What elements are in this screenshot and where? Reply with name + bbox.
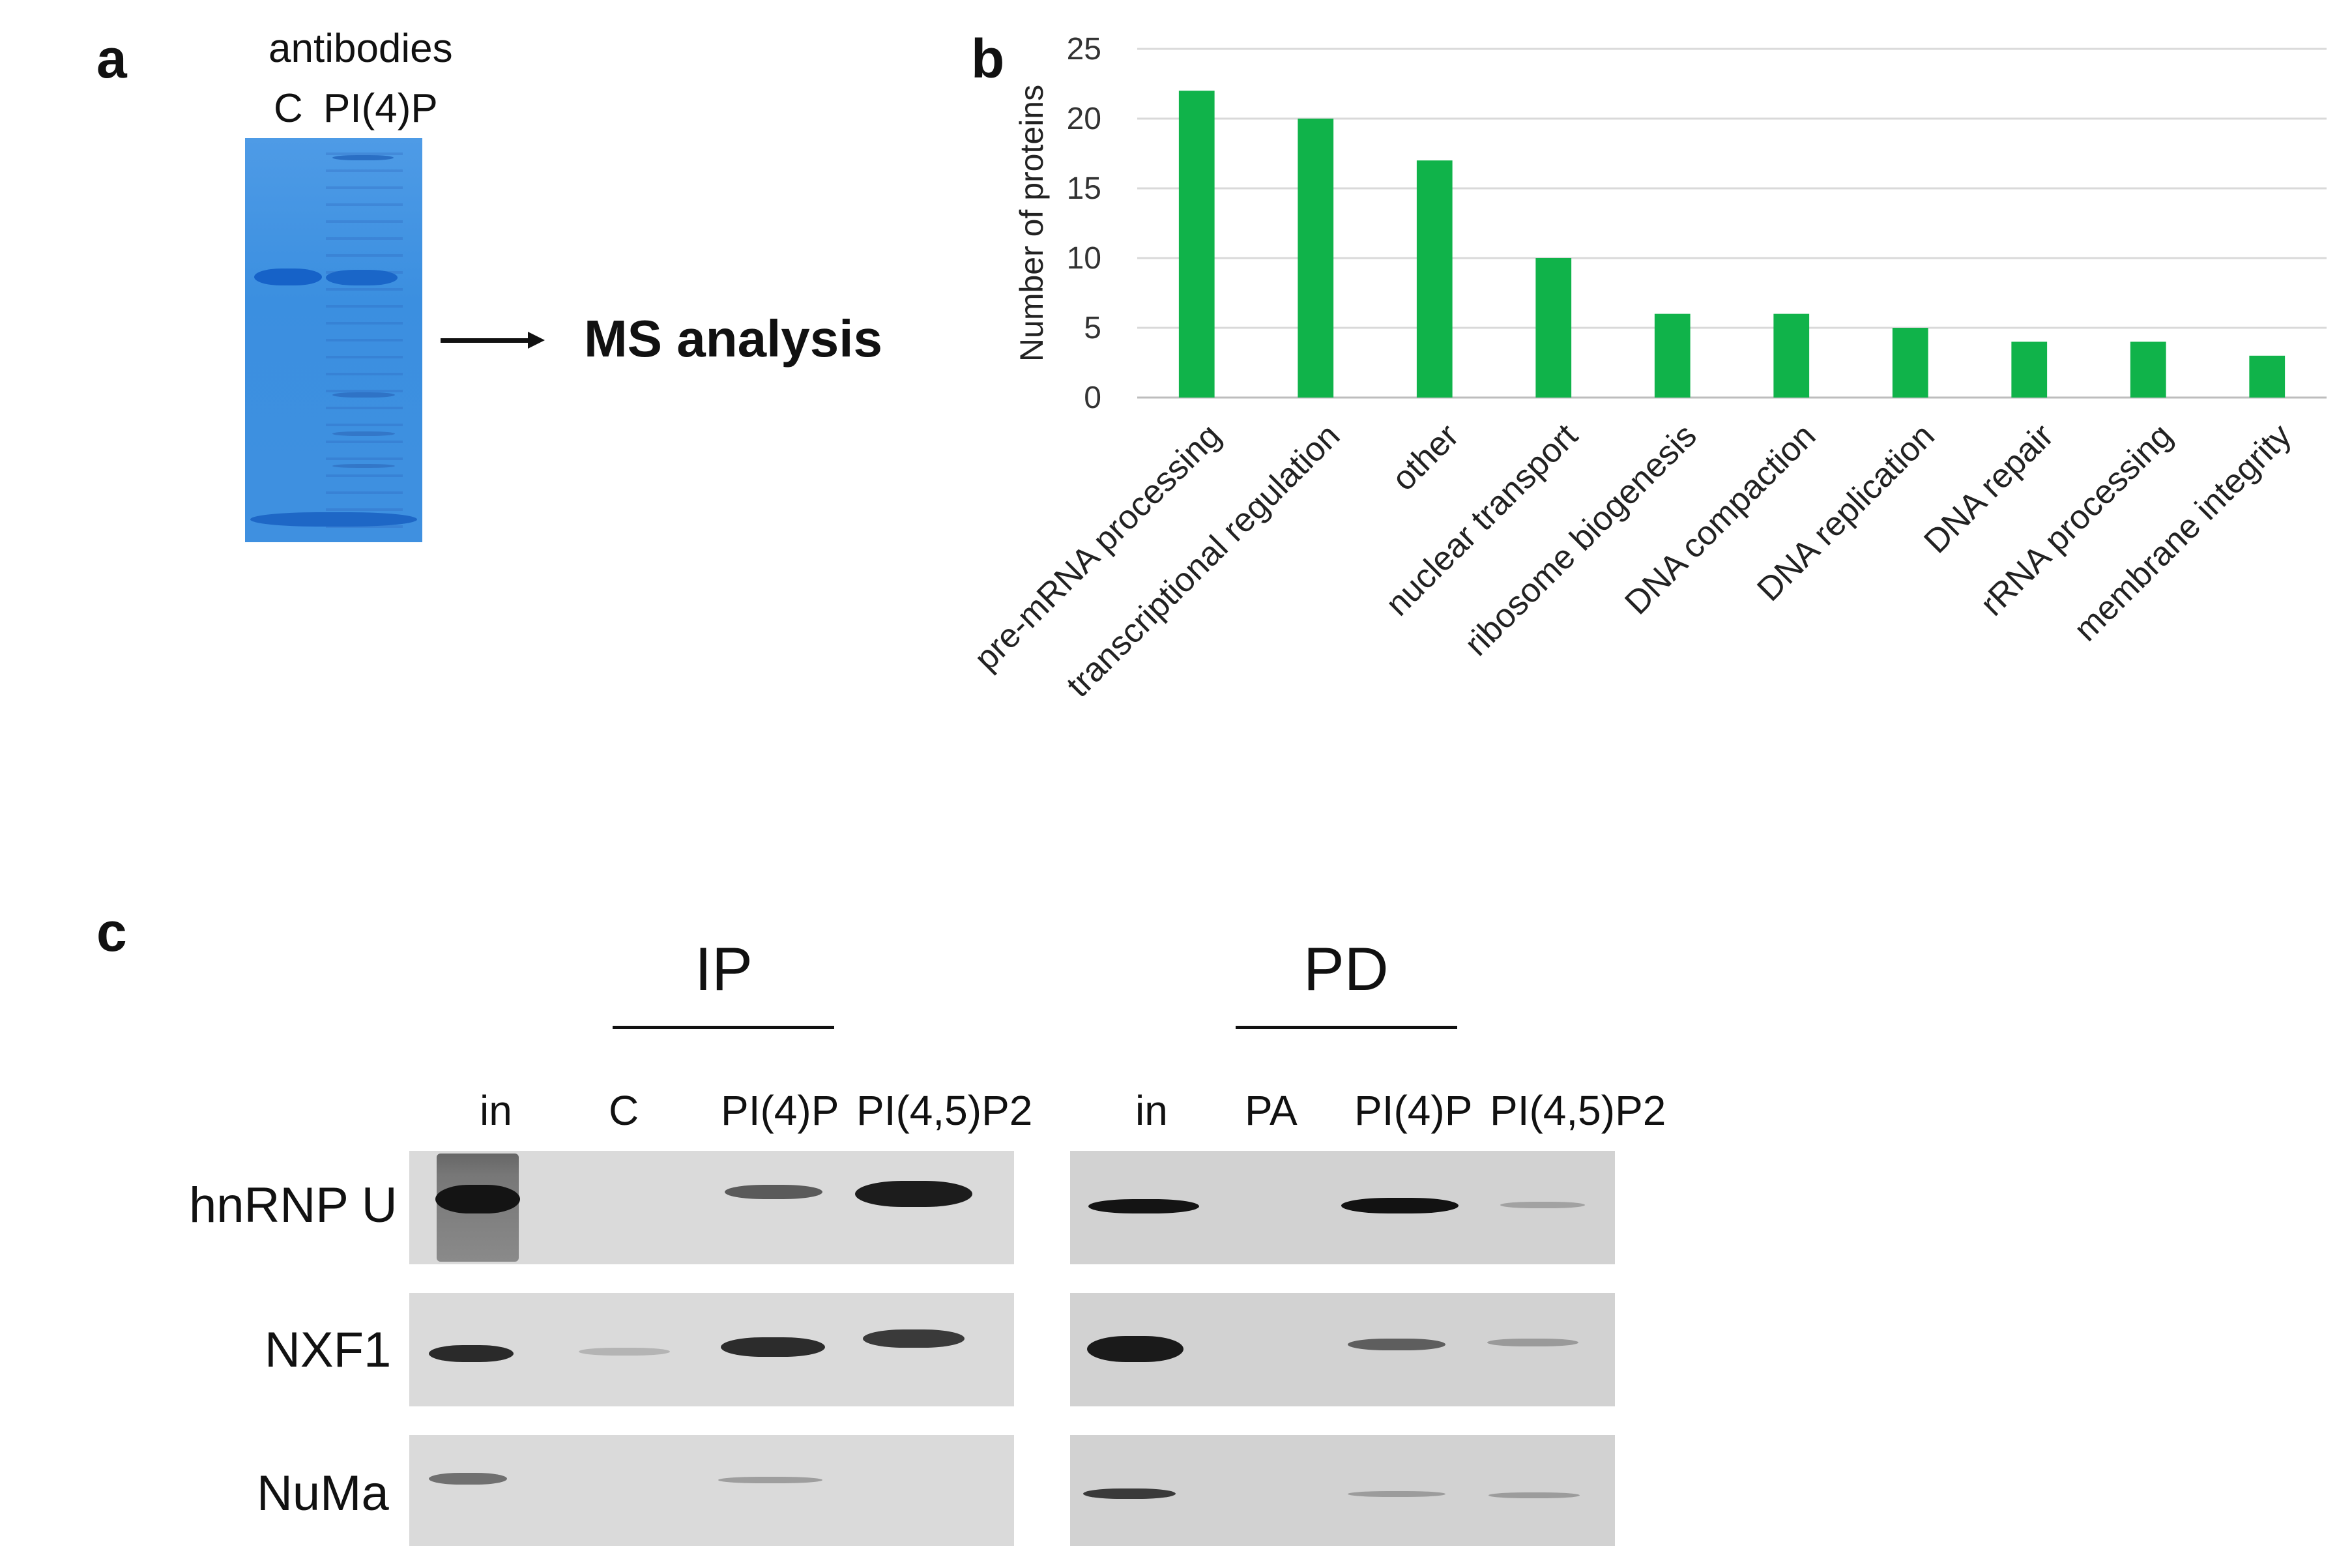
blot-band xyxy=(429,1473,507,1485)
blot-band xyxy=(579,1348,670,1356)
row-label-nxf1: NXF1 xyxy=(265,1322,392,1378)
y-tick-label: 20 xyxy=(1067,102,1101,136)
gel-band-main-c xyxy=(254,269,322,285)
row-label-numa: NuMa xyxy=(257,1466,389,1521)
blot-band xyxy=(429,1345,514,1362)
blot-pd-hnrnpu xyxy=(1070,1151,1615,1264)
blot-band xyxy=(718,1477,822,1483)
blot-band xyxy=(863,1329,965,1348)
x-tick-label: membrane integrity xyxy=(2067,416,2299,648)
panel-b-letter: b xyxy=(971,28,1005,89)
blot-band xyxy=(725,1185,822,1199)
blot-band xyxy=(855,1181,972,1207)
gel-band xyxy=(332,431,395,436)
bar xyxy=(1298,119,1334,398)
pd-lane-in: in xyxy=(1135,1087,1168,1134)
ip-lane-in: in xyxy=(480,1087,512,1134)
blot-band xyxy=(721,1337,825,1357)
blot-ip-nxf1 xyxy=(409,1293,1014,1406)
panel-a-letter: a xyxy=(96,28,127,89)
blot-band xyxy=(1488,1492,1580,1498)
bar xyxy=(1178,91,1215,398)
blot-pd-numa xyxy=(1070,1435,1615,1546)
y-tick-label: 10 xyxy=(1067,241,1101,276)
lane-label-pi4p: PI(4)P xyxy=(323,86,438,131)
bar xyxy=(2249,355,2286,398)
ip-lane-pi45p2: PI(4,5)P2 xyxy=(856,1087,1033,1134)
ip-lane-pi4p: PI(4)P xyxy=(721,1087,839,1134)
lane-label-c: C xyxy=(274,86,303,131)
ip-lane-c: C xyxy=(609,1087,639,1134)
gel-band xyxy=(332,464,395,468)
blot-pd-nxf1 xyxy=(1070,1293,1615,1406)
group-underline-pd xyxy=(1236,1026,1457,1029)
gel-band-main-pi4p xyxy=(326,270,398,285)
x-tick-label: ribosome biogenesis xyxy=(1457,416,1704,663)
blot-band xyxy=(1083,1488,1176,1499)
y-axis-label: Number of proteins xyxy=(1013,85,1050,362)
bar xyxy=(1535,258,1572,398)
blot-band xyxy=(1341,1198,1459,1213)
y-tick-label: 15 xyxy=(1067,171,1101,206)
bar xyxy=(2130,341,2166,398)
antibodies-header: antibodies xyxy=(269,26,453,71)
blot-band xyxy=(1348,1339,1445,1350)
gel-lane-streak xyxy=(326,138,403,542)
blot-band xyxy=(435,1185,520,1213)
gel-band xyxy=(332,155,394,160)
x-tick-label: other xyxy=(1385,416,1466,498)
y-tick-label: 25 xyxy=(1067,32,1101,66)
ms-analysis-label: MS analysis xyxy=(584,310,883,368)
bar xyxy=(1892,328,1928,398)
blot-band xyxy=(1500,1202,1585,1208)
row-label-hnrnpu: hnRNP U xyxy=(189,1178,398,1233)
bar xyxy=(1654,313,1691,398)
bar xyxy=(2011,341,2048,398)
gel-band xyxy=(332,392,395,398)
blot-band xyxy=(1087,1336,1183,1362)
y-tick-label: 5 xyxy=(1084,311,1101,345)
coomassie-gel xyxy=(245,138,422,542)
bar xyxy=(1416,160,1453,398)
gel-dye-front xyxy=(250,512,417,527)
blot-ip-numa xyxy=(409,1435,1014,1546)
bar xyxy=(1773,313,1810,398)
blot-band xyxy=(1088,1199,1199,1213)
blot-ip-hnrnpu xyxy=(409,1151,1014,1264)
group-title-ip: IP xyxy=(695,935,753,1003)
pd-lane-pi4p: PI(4)P xyxy=(1354,1087,1473,1134)
pd-lane-pa: PA xyxy=(1245,1087,1298,1134)
blot-band xyxy=(1348,1491,1445,1497)
group-title-pd: PD xyxy=(1303,935,1389,1003)
panel-c-letter: c xyxy=(96,901,127,963)
y-tick-label: 0 xyxy=(1084,381,1101,415)
group-underline-ip xyxy=(613,1026,834,1029)
pd-lane-pi45p2: PI(4,5)P2 xyxy=(1490,1087,1666,1134)
blot-band xyxy=(1487,1339,1578,1346)
